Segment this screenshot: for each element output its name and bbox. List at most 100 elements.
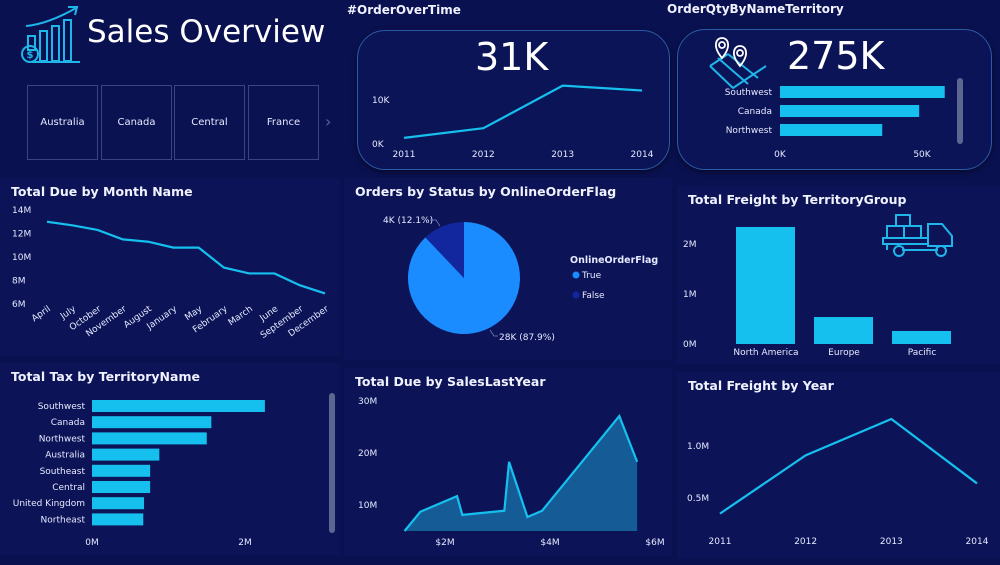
y-tick-label: 30M <box>358 397 377 407</box>
series-line <box>403 84 643 139</box>
order-count-kpi: 31K <box>475 35 549 79</box>
data-label: 28K (87.9%) <box>499 333 555 343</box>
y-tick-label: 0K <box>372 140 385 150</box>
bar <box>892 331 951 344</box>
y-tick-label: 20M <box>358 449 377 459</box>
category-label: Northwest <box>726 126 773 136</box>
bar <box>92 448 160 461</box>
slicer-item-canada[interactable]: Canada <box>101 85 172 160</box>
series-line <box>46 220 326 295</box>
order-qty-title: OrderQtyByNameTerritory <box>667 2 844 16</box>
slicer-item-central[interactable]: Central <box>174 85 245 160</box>
scrollbar[interactable] <box>957 78 963 144</box>
category-label: Canada <box>51 418 85 428</box>
bar <box>780 86 945 98</box>
leader-line <box>430 219 441 227</box>
category-label: Northwest <box>39 434 86 444</box>
slicer-item-australia[interactable]: Australia <box>27 85 98 160</box>
y-tick-label: 1M <box>683 290 697 300</box>
chevron-right-icon[interactable]: › <box>325 112 332 131</box>
scrollbar[interactable] <box>329 393 335 533</box>
x-tick-label: March <box>227 304 255 328</box>
y-tick-label: 10M <box>358 501 377 511</box>
bar <box>92 416 212 429</box>
map-pins-icon <box>709 37 767 90</box>
y-tick-label: 10M <box>12 253 31 263</box>
y-tick-label: 8M <box>12 277 26 287</box>
order-qty-chart: Southwest Canada Northwest 0K 50K <box>725 86 945 160</box>
sales-growth-icon: $ <box>21 6 80 63</box>
legend-title: OnlineOrderFlag <box>570 255 658 266</box>
y-tick-label: 6M <box>12 300 26 310</box>
order-over-time-title: #OrderOverTime <box>347 3 461 17</box>
legend-marker <box>572 291 580 299</box>
due-by-month-panel: Total Due by Month Name 6M 8M 10M 12M 14M Apr… <box>0 178 340 356</box>
bar <box>736 227 795 344</box>
x-tick-label: 2014 <box>966 537 989 547</box>
chart-title: Orders by Status by OnlineOrderFlag <box>355 184 617 199</box>
x-tick-label: $2M <box>435 538 454 548</box>
bar <box>92 513 144 526</box>
y-tick-label: 10K <box>372 96 390 106</box>
x-tick-label: 2M <box>238 538 252 548</box>
bar <box>92 481 151 493</box>
x-tick-label: North America <box>733 348 798 358</box>
orders-status-chart: 28K (87.9%) 4K (12.1%) OnlineOrderFlag True… <box>383 216 658 343</box>
freight-year-chart: 0.5M 1.0M 2011 2012 2013 2014 <box>687 417 989 547</box>
bar <box>780 105 920 117</box>
x-tick-label: 2011 <box>709 537 732 547</box>
slicer-item-france[interactable]: France <box>248 85 319 160</box>
chart-title: Total Freight by TerritoryGroup <box>688 192 907 207</box>
data-label: 4K (12.1%) <box>383 216 433 226</box>
x-tick-label: 2013 <box>880 537 903 547</box>
page-title: Sales Overview <box>87 14 326 50</box>
x-tick-label: 0K <box>774 150 787 160</box>
x-tick-label: 2012 <box>794 537 817 547</box>
freight-group-panel: Total Freight by TerritoryGroup 0M 1M 2M No… <box>677 186 1000 364</box>
x-tick-label: $4M <box>540 538 559 548</box>
bar <box>780 124 883 136</box>
x-tick-label: April <box>30 304 53 324</box>
freight-group-chart: 0M 1M 2M North America Europe Pacific <box>683 227 951 358</box>
y-tick-label: 0M <box>683 340 697 350</box>
category-label: Southwest <box>38 402 86 412</box>
area-fill <box>404 416 638 531</box>
due-sales-last-year-panel: Total Due by SalesLastYear 10M 20M 30M $2M $… <box>344 368 672 556</box>
x-tick-label: 2013 <box>551 150 574 160</box>
category-label: Southwest <box>725 88 773 98</box>
bar <box>814 317 873 344</box>
y-tick-label: 0.5M <box>687 494 709 504</box>
chart-title: Total Due by SalesLastYear <box>355 374 546 389</box>
category-label: Southeast <box>40 467 86 477</box>
x-tick-label: 2014 <box>631 150 654 160</box>
series-line <box>719 417 978 515</box>
x-tick-label: $6M <box>645 538 664 548</box>
due-sales-last-year-chart: 10M 20M 30M $2M $4M $6M <box>358 397 665 548</box>
x-tick-label: 50K <box>913 150 931 160</box>
x-tick-label: 0M <box>85 538 99 548</box>
leader-line <box>489 329 498 337</box>
series-line <box>403 413 639 532</box>
svg-text:$: $ <box>27 50 34 61</box>
legend-label: True <box>581 271 602 281</box>
x-tick-label: Europe <box>828 348 860 358</box>
bar <box>92 464 151 477</box>
y-tick-label: 12M <box>12 230 31 240</box>
y-tick-label: 14M <box>12 206 31 216</box>
x-tick-label: 2011 <box>393 150 416 160</box>
order-qty-kpi: 275K <box>787 34 885 78</box>
legend-label: False <box>582 291 605 301</box>
y-tick-label: 2M <box>683 240 697 250</box>
order-over-time-chart: 0K 10K 2011 2012 2013 2014 <box>372 84 654 160</box>
category-label: United Kingdom <box>13 499 85 509</box>
delivery-truck-icon <box>882 214 953 257</box>
chart-title: Total Due by Month Name <box>11 184 193 199</box>
x-tick-label: Pacific <box>908 348 937 358</box>
pie-slice-false <box>425 222 464 278</box>
bar <box>92 400 265 412</box>
category-label: Australia <box>45 451 85 461</box>
bar <box>92 497 145 510</box>
freight-year-panel: Total Freight by Year 0.5M 1.0M 2011 2012 20… <box>677 372 1000 558</box>
category-label: Northeast <box>41 515 86 525</box>
